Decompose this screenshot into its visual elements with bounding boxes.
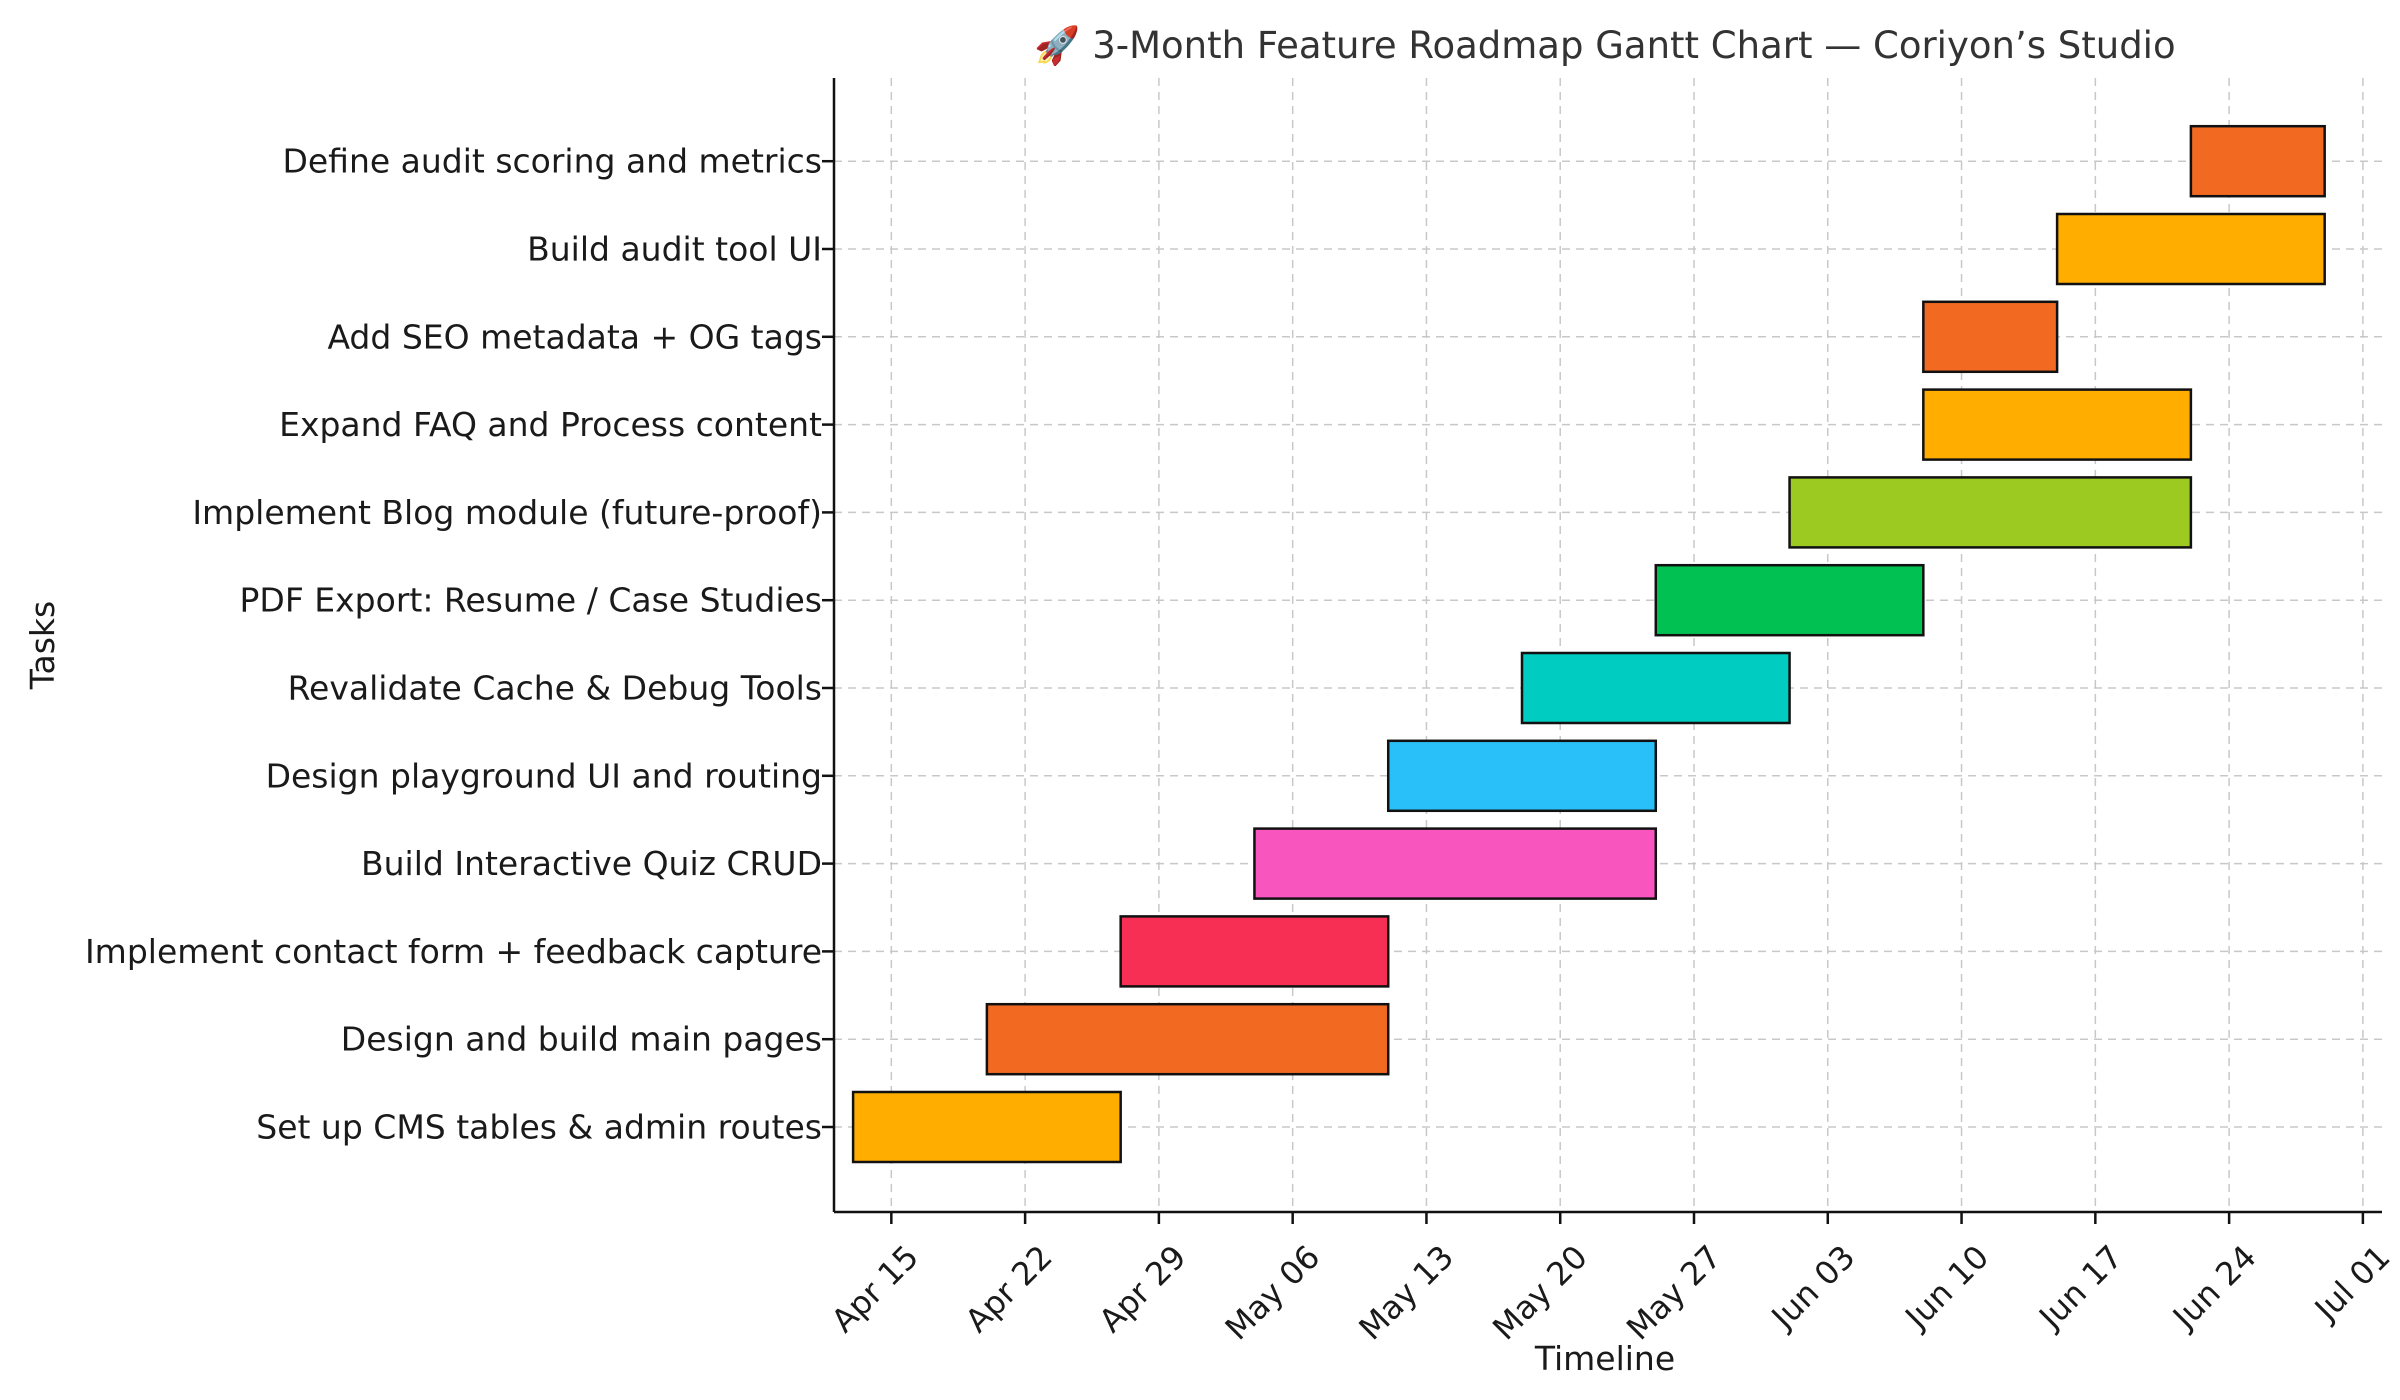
x-axis-label: Timeline [1534, 1339, 1675, 1378]
task-label: Expand FAQ and Process content [279, 405, 822, 444]
x-tick-label: Apr 15 [824, 1238, 926, 1340]
y-axis-label: Tasks [23, 601, 62, 690]
x-tick-label: May 27 [1619, 1238, 1729, 1348]
x-tick-label: Jun 17 [2030, 1238, 2130, 1338]
x-tick-label: May 13 [1351, 1238, 1461, 1348]
task-label: Add SEO metadata + OG tags [327, 317, 822, 356]
x-tick-label: Jun 03 [1763, 1238, 1863, 1338]
task-label: Implement Blog module (future-proof) [192, 493, 822, 532]
task-bar [1654, 563, 1925, 637]
task-bar [1788, 476, 2193, 549]
task-label: Implement contact form + feedback captur… [85, 932, 822, 971]
x-tick-label: Jun 10 [1897, 1238, 1997, 1338]
task-label: PDF Export: Resume / Case Studies [240, 581, 822, 620]
x-tick-label: May 06 [1218, 1238, 1328, 1348]
axis-layer [822, 78, 2382, 1224]
chart-title: 🚀 3-Month Feature Roadmap Gantt Chart — … [1034, 24, 2175, 67]
task-bar [851, 1090, 1122, 1164]
task-bar [2055, 212, 2326, 286]
task-bar [1520, 651, 1791, 725]
x-tick-label: Jun 24 [2164, 1238, 2264, 1338]
bar-layer [851, 124, 2326, 1164]
task-label: Define audit scoring and metrics [282, 142, 822, 181]
task-label: Build audit tool UI [527, 230, 822, 269]
task-bar [1922, 388, 2193, 461]
task-bar [1386, 739, 1658, 813]
x-tick-label: Jul 01 [2306, 1238, 2398, 1330]
task-bar [2189, 124, 2326, 198]
task-label: Revalidate Cache & Debug Tools [288, 669, 822, 708]
x-tick-label: Apr 29 [1092, 1238, 1194, 1340]
task-label: Design playground UI and routing [266, 756, 822, 795]
x-tick-label: May 20 [1485, 1238, 1595, 1348]
task-bar [1922, 300, 2059, 374]
task-label: Build Interactive Quiz CRUD [361, 844, 822, 883]
task-bar [985, 1002, 1390, 1076]
task-label: Design and build main pages [341, 1020, 822, 1059]
x-tick-label: Apr 22 [958, 1238, 1060, 1340]
task-label: Set up CMS tables & admin routes [256, 1108, 822, 1147]
task-bar [1253, 827, 1658, 900]
task-bar [1119, 915, 1390, 988]
